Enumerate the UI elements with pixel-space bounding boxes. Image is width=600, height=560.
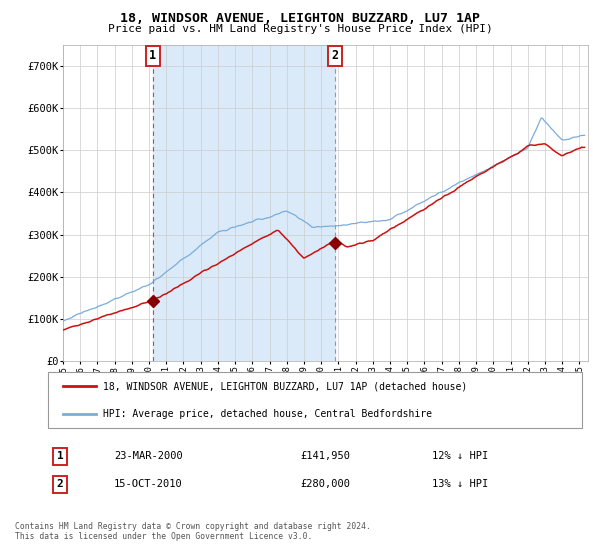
Text: 2: 2 bbox=[56, 479, 64, 489]
Text: Price paid vs. HM Land Registry's House Price Index (HPI): Price paid vs. HM Land Registry's House … bbox=[107, 24, 493, 34]
Text: 18, WINDSOR AVENUE, LEIGHTON BUZZARD, LU7 1AP (detached house): 18, WINDSOR AVENUE, LEIGHTON BUZZARD, LU… bbox=[103, 381, 467, 391]
Text: 1: 1 bbox=[149, 49, 157, 62]
Text: 13% ↓ HPI: 13% ↓ HPI bbox=[432, 479, 488, 489]
Text: 1: 1 bbox=[56, 451, 64, 461]
Text: 18, WINDSOR AVENUE, LEIGHTON BUZZARD, LU7 1AP: 18, WINDSOR AVENUE, LEIGHTON BUZZARD, LU… bbox=[120, 12, 480, 25]
Text: 12% ↓ HPI: 12% ↓ HPI bbox=[432, 451, 488, 461]
Text: HPI: Average price, detached house, Central Bedfordshire: HPI: Average price, detached house, Cent… bbox=[103, 409, 432, 419]
Text: 23-MAR-2000: 23-MAR-2000 bbox=[114, 451, 183, 461]
Text: Contains HM Land Registry data © Crown copyright and database right 2024.
This d: Contains HM Land Registry data © Crown c… bbox=[15, 522, 371, 542]
Text: £280,000: £280,000 bbox=[300, 479, 350, 489]
Text: 2: 2 bbox=[331, 49, 338, 62]
Bar bbox=[153, 45, 335, 361]
Text: 15-OCT-2010: 15-OCT-2010 bbox=[114, 479, 183, 489]
Text: £141,950: £141,950 bbox=[300, 451, 350, 461]
